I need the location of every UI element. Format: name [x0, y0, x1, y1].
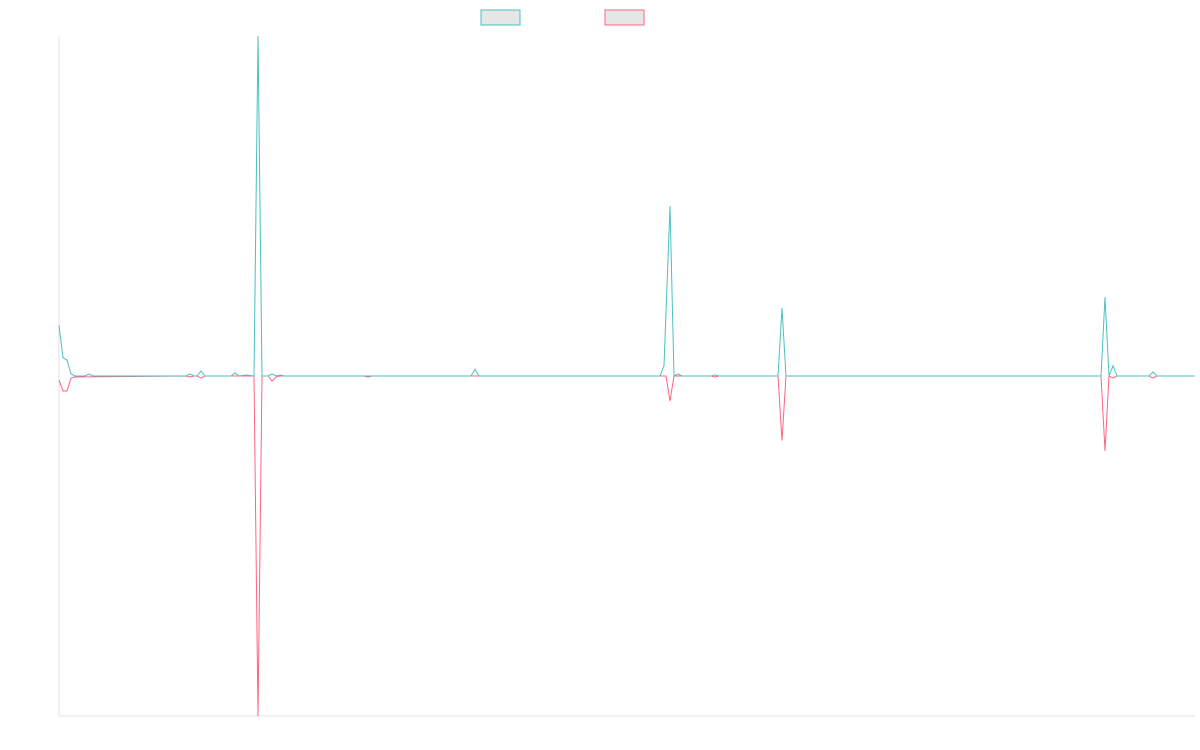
line-series	[58, 375, 1195, 717]
line-series	[58, 35, 1195, 377]
legend-swatch	[480, 9, 521, 26]
legend-swatch	[604, 9, 645, 26]
